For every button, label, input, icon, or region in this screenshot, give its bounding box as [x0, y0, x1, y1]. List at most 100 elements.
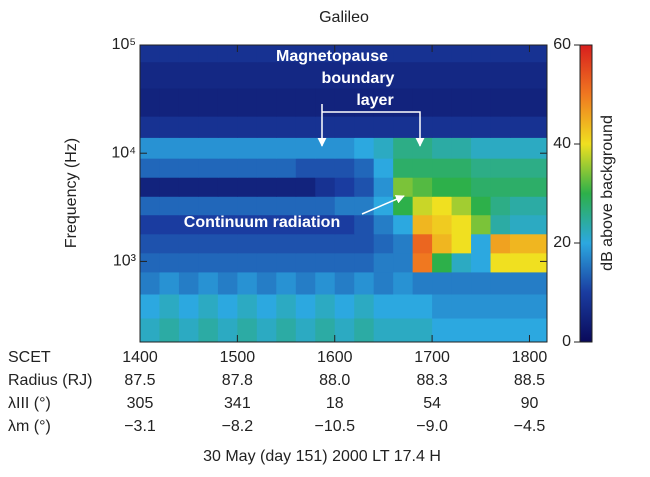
- spectrogram-cell: [315, 137, 336, 159]
- spectrogram-cell: [510, 196, 548, 216]
- spectrogram-cell: [256, 116, 277, 138]
- spectrogram-cell: [510, 116, 548, 138]
- spectrogram-cell: [178, 233, 199, 254]
- spectrogram-cell: [198, 158, 219, 178]
- spectrogram-cell: [295, 137, 316, 159]
- spectrogram-cell: [217, 116, 238, 138]
- spectrogram-cell: [140, 61, 160, 89]
- spectrogram-cell: [471, 293, 492, 319]
- spectrogram-cell: [412, 61, 433, 89]
- colorbar: [579, 44, 593, 343]
- spectrogram-cell: [159, 293, 180, 319]
- spectrogram-cell: [178, 61, 199, 89]
- spectrogram-cell: [256, 293, 277, 319]
- spectrogram-cell: [315, 271, 336, 295]
- spectrogram-cell: [412, 177, 433, 197]
- spectrogram-cell: [276, 293, 297, 319]
- spectrogram-cell: [354, 116, 375, 138]
- spectrogram: [140, 45, 548, 343]
- row-value: 87.5: [124, 372, 155, 389]
- spectrogram-cell: [490, 137, 511, 159]
- spectrogram-cell: [178, 158, 199, 178]
- spectrogram-cell: [237, 61, 258, 89]
- spectrogram-cell: [315, 196, 336, 216]
- spectrogram-cell: [451, 177, 472, 197]
- spectrogram-cell: [490, 317, 511, 343]
- spectrogram-cell: [412, 196, 433, 216]
- spectrogram-cell: [256, 233, 277, 254]
- spectrogram-cell: [295, 293, 316, 319]
- spectrogram-cell: [295, 158, 316, 178]
- spectrogram-cell: [256, 317, 277, 343]
- row-value: −9.0: [416, 418, 448, 435]
- spectrogram-cell: [334, 88, 355, 117]
- spectrogram-cell: [315, 177, 336, 197]
- row-value: 54: [423, 395, 441, 412]
- spectrogram-cell: [373, 271, 394, 295]
- spectrogram-cell: [451, 233, 472, 254]
- spectrogram-cell: [510, 88, 548, 117]
- spectrogram-cell: [140, 317, 160, 343]
- spectrogram-cell: [490, 214, 511, 235]
- spectrogram-cell: [159, 61, 180, 89]
- spectrogram-cell: [178, 45, 199, 63]
- spectrogram-cell: [510, 158, 548, 178]
- spectrogram-cell: [510, 177, 548, 197]
- spectrogram-cell: [198, 137, 219, 159]
- spectrogram-cell: [237, 233, 258, 254]
- spectrogram-cell: [490, 233, 511, 254]
- row-value: 88.3: [417, 372, 448, 389]
- spectrogram-cell: [217, 61, 238, 89]
- spectrogram-cell: [354, 45, 375, 63]
- spectrogram-cell: [432, 137, 453, 159]
- spectrogram-cell: [451, 88, 472, 117]
- spectrogram-cell: [140, 177, 160, 197]
- spectrogram-cell: [256, 196, 277, 216]
- spectrogram-cell: [237, 271, 258, 295]
- row-value: −3.1: [124, 418, 156, 435]
- spectrogram-cell: [178, 214, 199, 235]
- row-value: 18: [326, 395, 344, 412]
- spectrogram-cell: [432, 88, 453, 117]
- spectrogram-cell: [295, 271, 316, 295]
- colorbar-tick-label: 60: [553, 36, 571, 53]
- row-value: 88.0: [319, 372, 350, 389]
- spectrogram-cell: [159, 233, 180, 254]
- spectrogram-cell: [140, 196, 160, 216]
- spectrogram-cell: [198, 214, 219, 235]
- spectrogram-cell: [276, 214, 297, 235]
- spectrogram-cell: [276, 271, 297, 295]
- spectrogram-cell: [412, 45, 433, 63]
- spectrogram-cell: [471, 271, 492, 295]
- spectrogram-cell: [256, 271, 277, 295]
- spectrogram-cell: [198, 61, 219, 89]
- spectrogram-cell: [451, 214, 472, 235]
- x-tick-label: 1700: [414, 349, 450, 366]
- spectrogram-cell: [159, 158, 180, 178]
- spectrogram-cell: [315, 116, 336, 138]
- spectrogram-cell: [471, 196, 492, 216]
- spectrogram-cell: [217, 293, 238, 319]
- spectrogram-cell: [295, 45, 316, 63]
- spectrogram-cell: [354, 252, 375, 273]
- spectrogram-cell: [256, 61, 277, 89]
- spectrogram-cell: [432, 45, 453, 63]
- chart-title: Galileo: [319, 9, 369, 26]
- colorbar-tick-label: 0: [562, 333, 571, 350]
- spectrogram-cell: [393, 158, 414, 178]
- spectrogram-cell: [471, 317, 492, 343]
- spectrogram-cell: [237, 214, 258, 235]
- spectrogram-cell: [471, 88, 492, 117]
- spectrogram-cell: [490, 61, 511, 89]
- spectrogram-cell: [276, 158, 297, 178]
- spectrogram-cell: [217, 177, 238, 197]
- spectrogram-cell: [256, 137, 277, 159]
- spectrogram-cell: [237, 196, 258, 216]
- spectrogram-cell: [451, 252, 472, 273]
- spectrogram-cell: [451, 61, 472, 89]
- spectrogram-cell: [490, 88, 511, 117]
- row-value: 87.8: [222, 372, 253, 389]
- spectrogram-cell: [315, 293, 336, 319]
- spectrogram-cell: [140, 88, 160, 117]
- spectrogram-cell: [276, 196, 297, 216]
